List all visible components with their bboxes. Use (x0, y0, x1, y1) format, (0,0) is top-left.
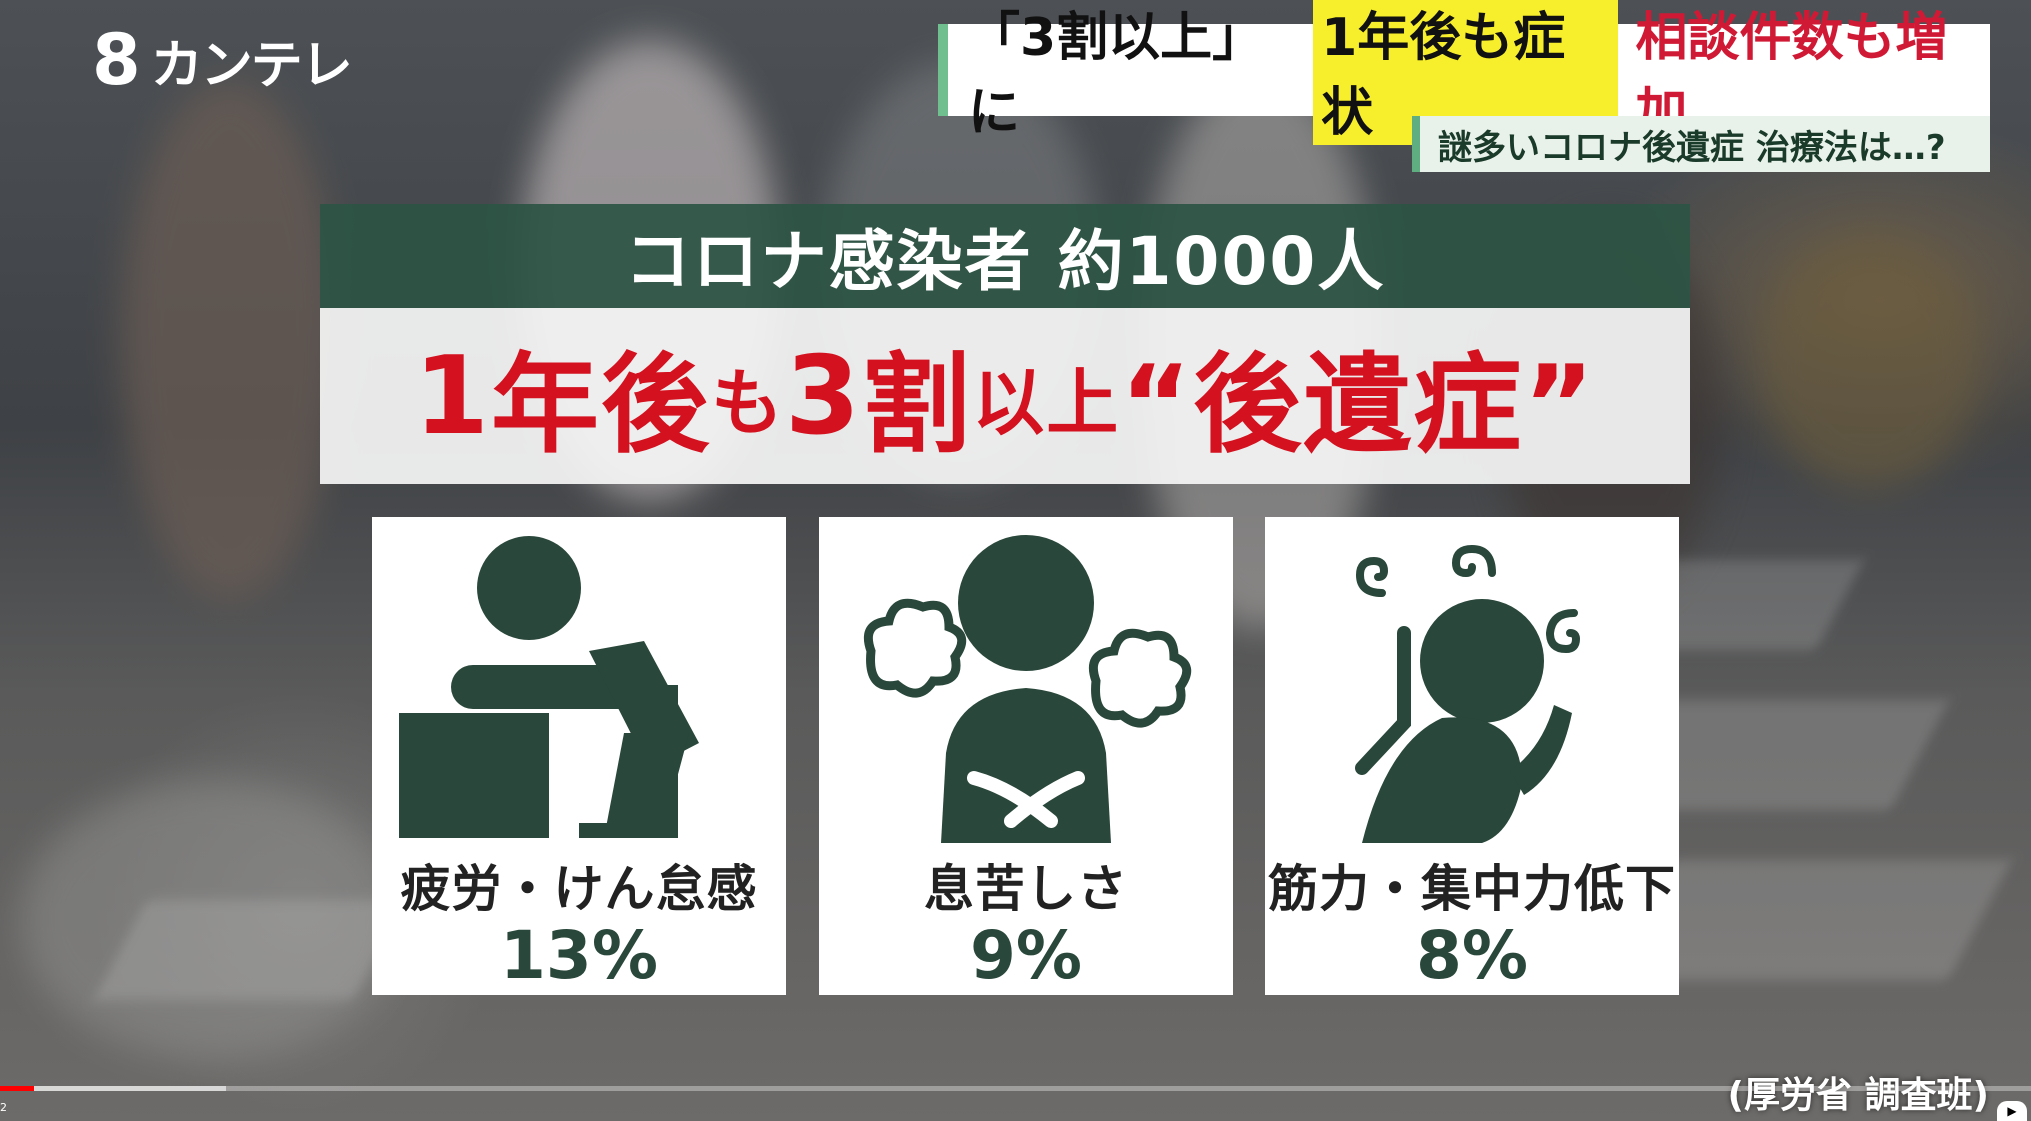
video-buffered-bar (0, 1086, 226, 1091)
title-part: 年 (490, 343, 601, 468)
logo-text: カンテレ (150, 35, 353, 96)
title-part: も (711, 360, 786, 445)
title-part: 割 (862, 343, 973, 468)
headline-banner: 「3割以上」に 1年後も症状 相談件数も増加 (938, 0, 1990, 145)
broadcaster-logo: 8 カンテレ (92, 19, 353, 101)
symptom-percentage: 8% (1415, 917, 1529, 994)
progress-time-indicator: 2 (0, 1101, 7, 1114)
title-part: 後 (600, 343, 711, 468)
symptom-label: 疲労・けん怠感 (400, 860, 758, 918)
fatigue-icon (399, 536, 699, 838)
source-credit: (厚労省 調査班) (1727, 1075, 1989, 1116)
title-part: 上 (1046, 360, 1121, 445)
symptom-card-muscle-concentration: 筋力・集中力低下 8% (1265, 517, 1679, 995)
video-played-bar[interactable] (0, 1086, 34, 1091)
video-progress-bar[interactable] (0, 1086, 2031, 1091)
symptom-card-breathing: 息苦しさ 9% (819, 517, 1233, 995)
title-part: 以 (972, 360, 1047, 445)
symptom-card-fatigue: 疲労・けん怠感 13% (372, 517, 786, 995)
dizziness-icon (1352, 544, 1581, 843)
logo-mark: 8 (92, 19, 141, 101)
symptom-label: 筋力・集中力低下 (1268, 860, 1676, 918)
title-part: 1 (413, 333, 491, 459)
title-part: “後遺症” (1120, 343, 1597, 468)
subheadline-banner: 謎多いコロナ後遺症 治療法は…? (1412, 116, 1990, 172)
play-button[interactable]: ▶ (1997, 1101, 2027, 1121)
infographic-title: 1 年 後 も 3 割 以 上 “後遺症” (320, 308, 1690, 484)
shortness-of-breath-icon (863, 535, 1192, 843)
title-part: 3 (785, 333, 863, 459)
headline-part-1: 「3割以上」に (968, 8, 1265, 143)
infographic-subtitle: コロナ感染者 約1000人 (320, 204, 1690, 308)
symptom-percentage: 13% (500, 917, 658, 994)
symptom-label: 息苦しさ (924, 860, 1128, 918)
symptom-percentage: 9% (969, 917, 1083, 994)
